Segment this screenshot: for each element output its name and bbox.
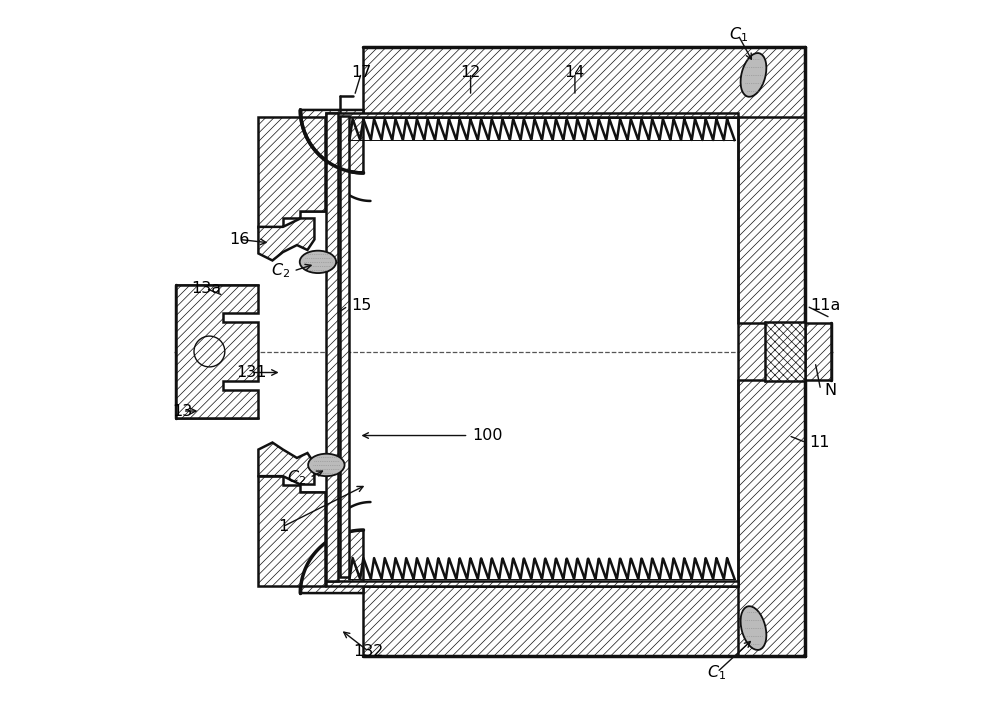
Text: N: N (824, 382, 836, 397)
Text: 11: 11 (809, 435, 830, 450)
Text: 14: 14 (565, 65, 585, 80)
Ellipse shape (300, 251, 336, 273)
Text: $C_2$: $C_2$ (287, 468, 306, 487)
Text: 100: 100 (472, 428, 502, 443)
Polygon shape (340, 116, 349, 577)
Polygon shape (258, 219, 314, 261)
Text: 13a: 13a (191, 281, 221, 296)
Text: $C_1$: $C_1$ (729, 25, 748, 44)
Text: $C_2$: $C_2$ (271, 262, 290, 280)
Text: 131: 131 (236, 365, 267, 380)
Ellipse shape (741, 53, 766, 97)
Text: 132: 132 (353, 644, 384, 659)
Polygon shape (363, 586, 805, 656)
Text: 11a: 11a (810, 299, 841, 314)
Text: 17: 17 (351, 65, 372, 80)
Polygon shape (258, 117, 325, 227)
Polygon shape (300, 530, 363, 593)
Polygon shape (765, 322, 805, 381)
Text: 13: 13 (173, 404, 193, 418)
Polygon shape (176, 285, 258, 418)
Polygon shape (300, 110, 363, 173)
Ellipse shape (308, 453, 345, 476)
Polygon shape (326, 113, 338, 581)
Text: 15: 15 (352, 299, 372, 314)
Ellipse shape (741, 606, 766, 650)
Polygon shape (300, 117, 325, 212)
Polygon shape (300, 491, 325, 586)
Polygon shape (326, 113, 738, 117)
Polygon shape (363, 47, 805, 117)
Polygon shape (738, 47, 805, 656)
Polygon shape (258, 476, 325, 586)
Polygon shape (258, 442, 314, 484)
Text: 12: 12 (460, 65, 481, 80)
Text: 16: 16 (229, 232, 250, 247)
Polygon shape (805, 323, 831, 380)
Text: $C_1$: $C_1$ (707, 663, 727, 681)
Polygon shape (326, 581, 738, 586)
Text: 1: 1 (278, 519, 288, 534)
